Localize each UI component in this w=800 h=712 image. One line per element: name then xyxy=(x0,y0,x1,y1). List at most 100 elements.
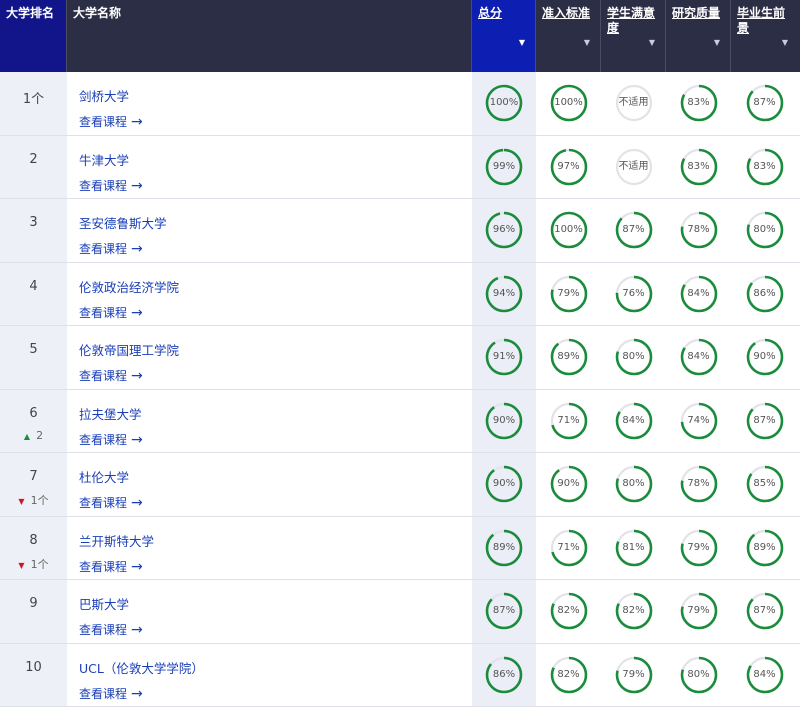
view-courses-link[interactable]: 查看课程 → xyxy=(79,113,143,130)
satisfaction-gauge: 87% xyxy=(614,210,654,250)
university-name-link[interactable]: 杜伦大学 xyxy=(79,470,130,485)
arrow-down-icon: ▼ xyxy=(18,560,25,570)
view-courses-link[interactable]: 查看课程 → xyxy=(79,304,143,321)
view-courses-link[interactable]: 查看课程 → xyxy=(79,558,143,575)
entry-gauge: 82% xyxy=(549,655,589,695)
university-name-link[interactable]: 伦敦政治经济学院 xyxy=(79,279,180,295)
entry-value: 100% xyxy=(554,97,583,109)
sort-down-icon: ▼ xyxy=(781,38,788,47)
rank-value: 1个 xyxy=(22,92,45,107)
rank-value: 2 xyxy=(29,151,38,167)
rank-change-value: 2 xyxy=(36,428,44,442)
rank-cell: 3 xyxy=(0,199,67,262)
prospects-value: 89% xyxy=(753,541,776,553)
entry-value: 82% xyxy=(557,668,580,680)
header-satisfaction-label: 学生满意度 xyxy=(607,6,656,35)
progress-ring-icon xyxy=(680,656,717,694)
research-cell: 84% xyxy=(666,263,731,326)
satisfaction-value: 76% xyxy=(622,287,645,299)
score-value: 100% xyxy=(489,97,519,109)
arrow-right-icon: → xyxy=(131,241,143,257)
prospects-cell: 87% xyxy=(731,390,798,453)
entry-gauge: 82% xyxy=(549,591,589,631)
score-gauge: 94% xyxy=(484,274,524,314)
satisfaction-gauge: 82% xyxy=(614,591,654,631)
score-value: 91% xyxy=(492,351,516,363)
prospects-cell: 90% xyxy=(731,326,798,389)
rank-change-value: 1个 xyxy=(30,557,49,571)
score-gauge: 90% xyxy=(484,464,524,504)
entry-value: 97% xyxy=(557,160,580,172)
university-name-link[interactable]: 巴斯大学 xyxy=(79,597,130,612)
score-value: 87% xyxy=(492,605,516,617)
research-value: 84% xyxy=(687,351,710,363)
view-courses-link[interactable]: 查看课程 → xyxy=(79,177,143,194)
header-prospects-sort[interactable]: 毕业生前景 ▼ xyxy=(731,0,798,72)
entry-cell: 71% xyxy=(536,517,601,580)
view-courses-link[interactable]: 查看课程 → xyxy=(79,367,143,384)
prospects-value: 85% xyxy=(753,478,776,490)
view-courses-link[interactable]: 查看课程 → xyxy=(79,431,143,448)
score-cell: 89% xyxy=(472,516,536,579)
entry-value: 79% xyxy=(557,287,580,299)
header-score-sort[interactable]: 总分 ▼ xyxy=(472,0,536,72)
progress-ring-icon xyxy=(485,529,523,567)
header-satisfaction-sort[interactable]: 学生满意度 ▼ xyxy=(601,0,666,72)
progress-ring-icon xyxy=(680,338,717,376)
university-name-link[interactable]: 伦敦帝国理工学院 xyxy=(79,343,180,358)
entry-gauge: 71% xyxy=(549,401,589,441)
progress-ring-icon xyxy=(550,402,587,440)
view-courses-link[interactable]: 查看课程 → xyxy=(79,240,143,257)
rank-change-value: 1个 xyxy=(30,494,49,507)
arrow-right-icon: → xyxy=(131,558,143,575)
entry-gauge: 100% xyxy=(549,83,589,123)
name-cell: 杜伦大学查看课程 → xyxy=(67,453,472,516)
view-courses-link[interactable]: 查看课程 → xyxy=(79,494,143,511)
satisfaction-cell: 76% xyxy=(601,263,666,326)
view-courses-label: 查看课程 xyxy=(79,623,128,637)
progress-ring-icon xyxy=(746,84,783,122)
name-cell: 牛津大学查看课程 → xyxy=(67,136,472,199)
satisfaction-value: 82% xyxy=(622,605,645,617)
university-name-link[interactable]: 兰开斯特大学 xyxy=(79,533,155,549)
sort-down-icon: ▼ xyxy=(713,38,720,47)
view-courses-link[interactable]: 查看课程 → xyxy=(79,621,143,638)
university-name-link[interactable]: 拉夫堡大学 xyxy=(79,406,142,422)
university-name-link[interactable]: 牛津大学 xyxy=(79,152,130,168)
view-courses-link[interactable]: 查看课程 → xyxy=(79,685,143,702)
progress-ring-icon xyxy=(746,402,783,440)
progress-ring-icon xyxy=(485,465,523,503)
score-gauge: 91% xyxy=(484,337,524,377)
score-cell: 99% xyxy=(472,135,536,198)
score-value: 94% xyxy=(492,287,516,299)
score-value: 89% xyxy=(492,541,516,553)
research-value: 83% xyxy=(687,160,710,172)
research-cell: 80% xyxy=(666,644,731,707)
progress-ring-icon xyxy=(615,275,652,313)
progress-ring-icon xyxy=(615,84,652,122)
research-cell: 83% xyxy=(666,136,731,199)
score-cell: 87% xyxy=(472,580,536,643)
header-entry-sort[interactable]: 准入标准 ▼ xyxy=(536,0,601,72)
arrow-down-icon: ▼ xyxy=(18,497,25,506)
progress-ring-icon xyxy=(680,275,717,313)
score-gauge: 89% xyxy=(484,528,524,568)
progress-ring-icon xyxy=(485,84,523,122)
research-value: 80% xyxy=(687,668,710,680)
satisfaction-gauge: 80% xyxy=(614,337,654,377)
arrow-right-icon: → xyxy=(131,368,143,384)
satisfaction-cell: 不适用 xyxy=(601,72,666,135)
research-gauge: 80% xyxy=(679,655,719,695)
satisfaction-gauge: 不适用 xyxy=(614,147,654,187)
view-courses-label: 查看课程 xyxy=(79,432,128,447)
view-courses-label: 查看课程 xyxy=(79,686,128,701)
satisfaction-cell: 79% xyxy=(601,644,666,707)
research-gauge: 79% xyxy=(679,591,719,631)
university-name-link[interactable]: 剑桥大学 xyxy=(79,89,130,104)
university-name-link[interactable]: UCL（伦敦大学学院） xyxy=(79,660,204,676)
table-row: 6 ▲ 2 拉夫堡大学 查看课程 → 90% 71% 84% 74% 87% xyxy=(0,389,800,453)
header-research-sort[interactable]: 研究质量 ▼ xyxy=(666,0,731,72)
university-name-link[interactable]: 圣安德鲁斯大学 xyxy=(79,216,167,231)
progress-ring-icon xyxy=(680,211,717,249)
progress-ring-icon xyxy=(746,338,783,376)
